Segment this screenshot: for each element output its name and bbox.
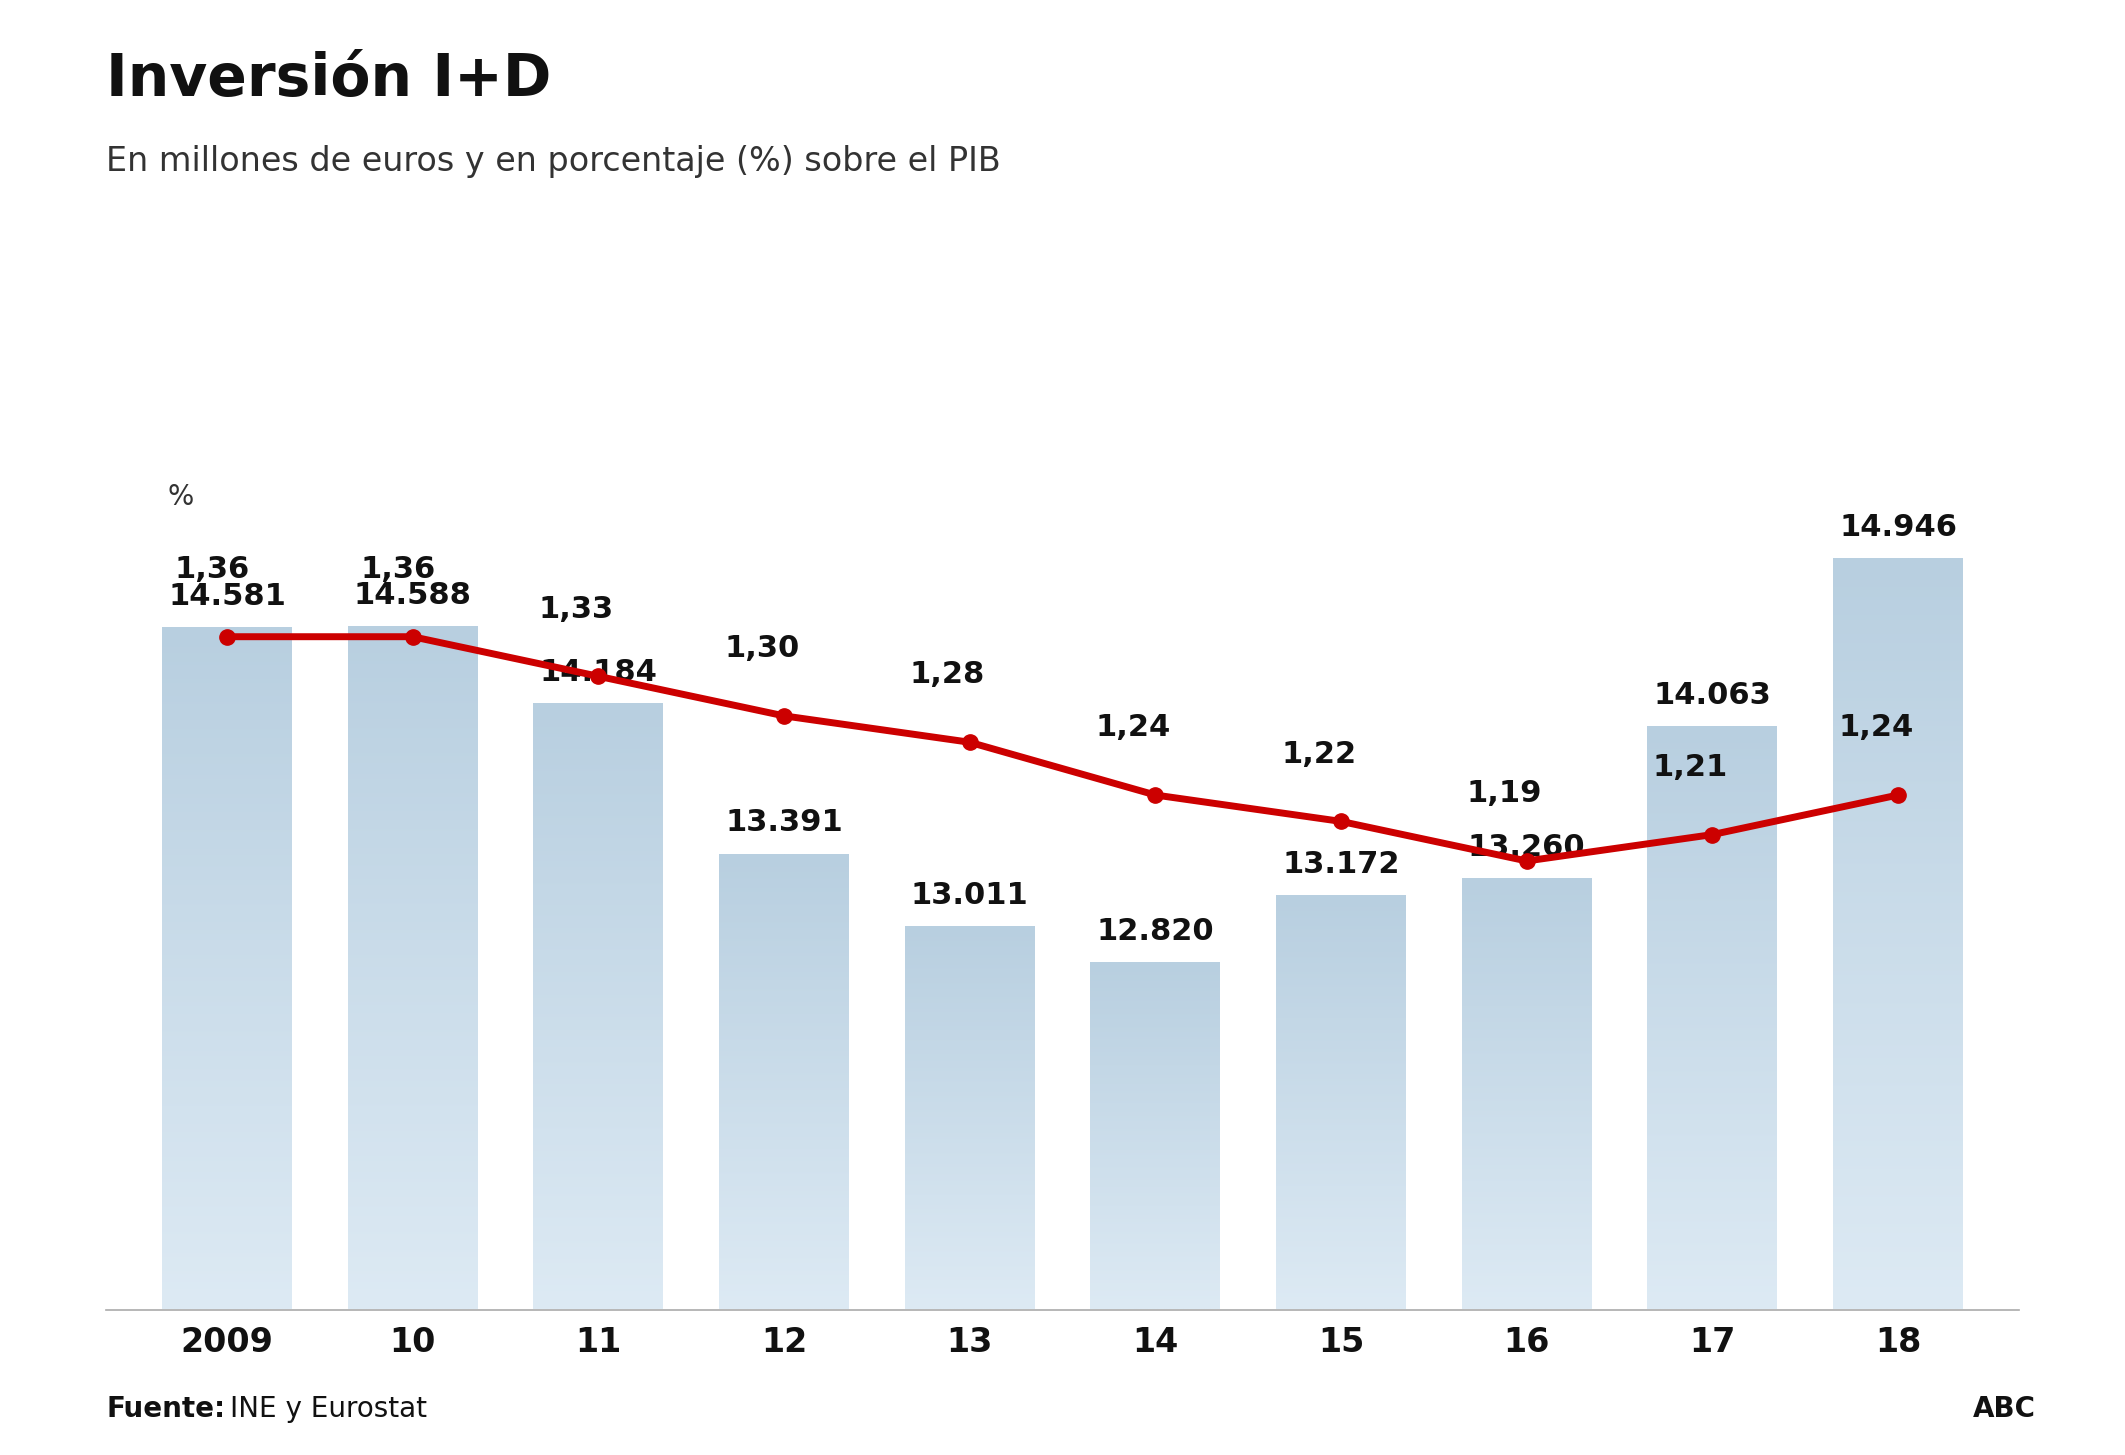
Text: 1,36: 1,36: [174, 554, 251, 583]
Text: 13.391: 13.391: [725, 809, 844, 838]
Text: 1,19: 1,19: [1466, 780, 1543, 808]
Text: Inversión I+D: Inversión I+D: [106, 51, 552, 108]
Text: 1,22: 1,22: [1281, 739, 1356, 768]
Text: 1,28: 1,28: [910, 661, 986, 690]
Text: 13.172: 13.172: [1281, 850, 1400, 879]
Text: 14.581: 14.581: [168, 582, 287, 611]
Text: En millones de euros y en porcentaje (%) sobre el PIB: En millones de euros y en porcentaje (%)…: [106, 146, 1001, 179]
Text: 1,33: 1,33: [538, 595, 614, 624]
Text: 14.588: 14.588: [353, 581, 472, 610]
Text: 1,36: 1,36: [359, 554, 436, 583]
Text: 14.184: 14.184: [540, 658, 657, 687]
Text: 1,30: 1,30: [725, 634, 799, 663]
Text: 13.011: 13.011: [912, 880, 1028, 909]
Text: 14.946: 14.946: [1838, 512, 1957, 541]
Text: ABC: ABC: [1972, 1395, 2036, 1423]
Text: 13.260: 13.260: [1468, 834, 1585, 863]
Text: Fuente:: Fuente:: [106, 1395, 225, 1423]
Text: %: %: [168, 483, 193, 511]
Text: 1,24: 1,24: [1838, 713, 1912, 742]
Text: INE y Eurostat: INE y Eurostat: [230, 1395, 427, 1423]
Text: 1,24: 1,24: [1094, 713, 1171, 742]
Text: 14.063: 14.063: [1653, 681, 1772, 710]
Text: 12.820: 12.820: [1096, 917, 1213, 946]
Text: 1,21: 1,21: [1653, 752, 1728, 781]
